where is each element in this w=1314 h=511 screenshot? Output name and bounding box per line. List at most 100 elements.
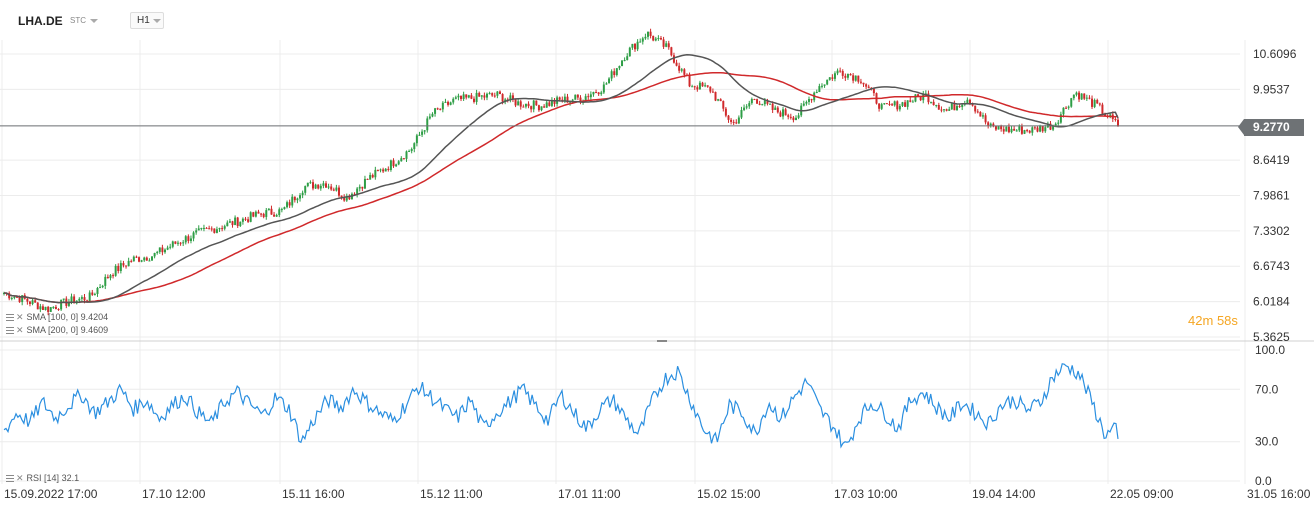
- candle-body: [223, 226, 226, 229]
- price-tick-label: 9.9537: [1253, 82, 1290, 96]
- sma-100-line: [3, 54, 1119, 304]
- candle-body: [366, 178, 369, 180]
- candle-body: [262, 213, 265, 217]
- candle-body: [415, 135, 418, 144]
- candle-body: [145, 257, 148, 261]
- candle-body: [678, 65, 681, 71]
- legend-sma-200[interactable]: ✕ SMA [200, 0] 9.4609: [6, 325, 108, 336]
- candle-body: [140, 260, 143, 262]
- timeframe-label: H1: [137, 15, 150, 26]
- candle-body: [774, 107, 777, 111]
- candle-body: [260, 213, 263, 215]
- candle-body: [956, 106, 959, 111]
- rsi-tick-label: 30.0: [1255, 435, 1279, 449]
- candle-body: [1114, 119, 1117, 121]
- settings-lines-icon[interactable]: [6, 475, 14, 482]
- candle-body: [70, 296, 73, 302]
- candle-body: [127, 260, 130, 267]
- candle-body: [532, 100, 535, 110]
- candle-body: [987, 122, 990, 126]
- candle-body: [343, 197, 346, 201]
- candle-body: [820, 85, 823, 87]
- candle-body: [691, 86, 694, 88]
- candle-body: [234, 217, 237, 226]
- candle-body: [1007, 126, 1010, 133]
- candle-body: [756, 99, 759, 104]
- candle-body: [491, 93, 494, 96]
- candle-body: [18, 297, 21, 303]
- panel-resize-handle[interactable]: [657, 340, 667, 342]
- close-icon[interactable]: ✕: [16, 473, 24, 483]
- candle-body: [769, 103, 772, 105]
- candle-body: [823, 84, 826, 86]
- candle-body: [576, 94, 579, 98]
- candle-body: [405, 151, 408, 159]
- candle-body: [498, 91, 501, 95]
- timeframe-select[interactable]: H1: [130, 12, 164, 29]
- candle-body: [826, 79, 829, 85]
- time-tick-label: 17.01 11:00: [558, 487, 621, 501]
- candle-body: [649, 31, 652, 36]
- candle-body: [426, 118, 429, 131]
- candle-body: [1075, 92, 1078, 95]
- candle-body: [891, 104, 894, 106]
- candle-body: [524, 103, 527, 107]
- candle-body: [548, 102, 551, 106]
- close-icon[interactable]: ✕: [16, 312, 24, 322]
- candle-body: [36, 302, 39, 310]
- candle-body: [911, 101, 914, 103]
- candle-body: [244, 218, 247, 220]
- candle-body: [672, 55, 675, 63]
- candle-body: [909, 100, 912, 102]
- countdown-minutes-unit: m: [1202, 313, 1214, 328]
- candle-body: [948, 109, 951, 111]
- settings-lines-icon[interactable]: [6, 314, 14, 321]
- candle-body: [615, 68, 618, 76]
- candle-body: [815, 92, 818, 94]
- price-tick-label: 6.0184: [1253, 295, 1290, 309]
- candle-body: [379, 169, 382, 171]
- candle-body: [737, 117, 740, 124]
- candle-body: [971, 104, 974, 106]
- legend-rsi[interactable]: ✕ RSI [14] 32.1: [6, 473, 79, 484]
- candle-body: [239, 221, 242, 227]
- candle-body: [197, 228, 200, 231]
- candle-body: [704, 85, 707, 87]
- candle-body: [810, 99, 813, 101]
- candle-body: [436, 108, 439, 110]
- candle-body: [1044, 127, 1047, 132]
- candle-body: [519, 101, 522, 107]
- rsi-line: [3, 363, 1119, 449]
- candle-body: [158, 247, 161, 252]
- close-icon[interactable]: ✕: [16, 325, 24, 335]
- candle-body: [543, 106, 546, 108]
- candle-body: [444, 101, 447, 103]
- settings-lines-icon[interactable]: [6, 327, 14, 334]
- candle-body: [278, 209, 281, 216]
- symbol-label[interactable]: LHA.DE: [18, 14, 63, 28]
- symbol-dropdown-chevron-icon[interactable]: [90, 19, 98, 23]
- candle-body: [1104, 113, 1107, 116]
- candle-body: [117, 265, 120, 271]
- candle-body: [356, 188, 359, 195]
- candle-body: [782, 109, 785, 117]
- legend-rsi-text: RSI [14] 32.1: [26, 473, 80, 483]
- candle-body: [693, 86, 696, 88]
- candle-body: [447, 101, 450, 105]
- candle-body: [784, 109, 787, 116]
- candle-body: [402, 158, 405, 160]
- candle-body: [62, 298, 65, 300]
- legend-sma-100[interactable]: ✕ SMA [100, 0] 9.4204: [6, 312, 108, 323]
- candle-body: [57, 309, 60, 311]
- candle-body: [195, 230, 198, 233]
- candle-body: [1062, 107, 1065, 115]
- candle-body: [706, 85, 709, 87]
- candle-body: [88, 292, 91, 301]
- candle-body: [202, 227, 205, 229]
- candle-body: [1033, 127, 1036, 129]
- candle-body: [766, 100, 769, 104]
- candle-body: [86, 300, 89, 302]
- candle-body: [992, 123, 995, 127]
- candle-body: [1101, 104, 1104, 114]
